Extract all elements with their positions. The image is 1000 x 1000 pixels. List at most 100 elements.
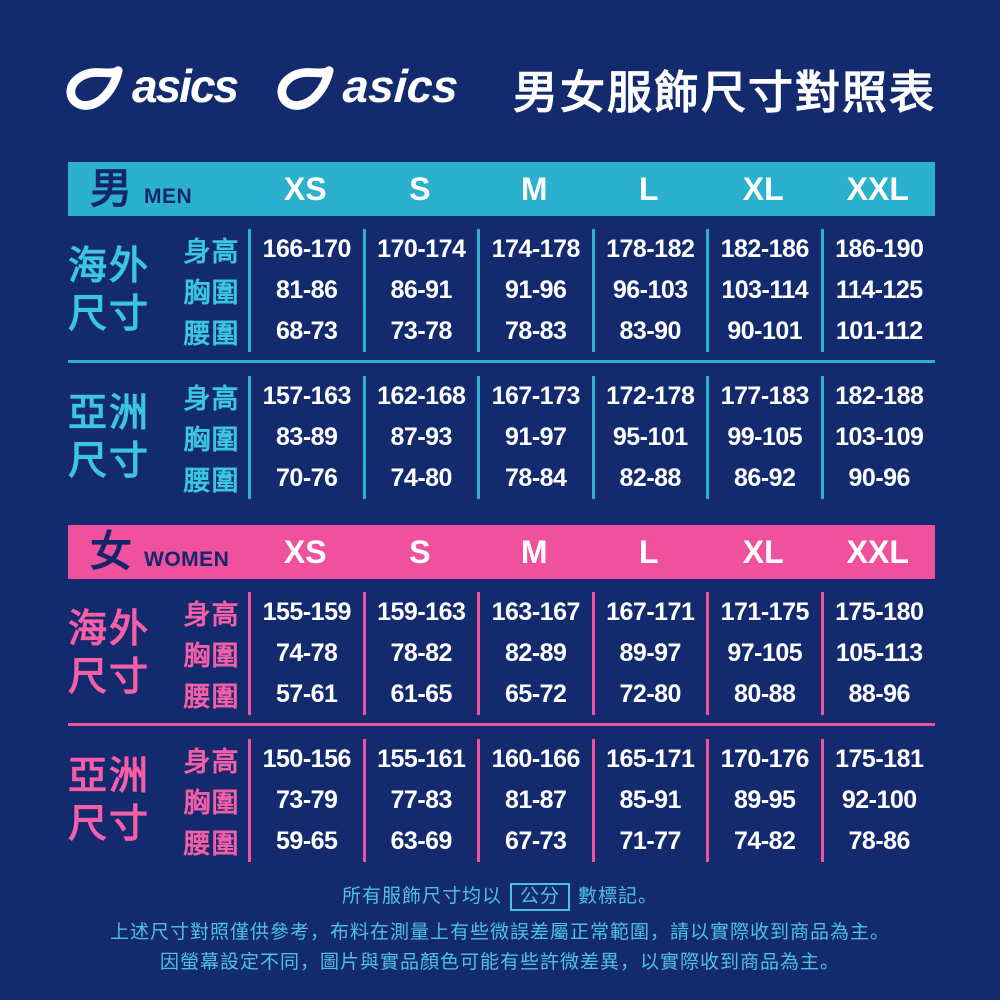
- size-header-xxl: XXL: [846, 533, 909, 570]
- size-value: 162-168: [362, 376, 478, 417]
- section-label-overseas: 海外 尺寸: [68, 229, 175, 352]
- size-value: 82-88: [591, 458, 707, 499]
- size-value: 92-100: [820, 780, 936, 821]
- size-value: 63-69: [362, 821, 478, 862]
- size-value: 88-96: [820, 674, 936, 715]
- size-value: 103-114: [706, 270, 821, 311]
- size-value: 74-78: [248, 633, 363, 674]
- size-header-s: S: [409, 533, 431, 570]
- size-section-asia: 亞洲 尺寸 身高 150-156 155-161 160-166 165-171 170-17…: [68, 739, 935, 862]
- size-header-xs: XS: [283, 170, 327, 207]
- footer-unit-prefix: 所有服飾尺寸均以: [341, 886, 502, 907]
- size-value: 70-76: [248, 458, 363, 499]
- size-value: 74-80: [362, 458, 478, 499]
- section-divider: [68, 360, 935, 363]
- size-value: 105-113: [820, 633, 936, 674]
- men-header-band: 男 MEN XS S M L XL XXL: [68, 162, 935, 216]
- measure-label: 腰圍: [183, 319, 240, 349]
- section-grid: 身高 150-156 155-161 160-166 165-171 170-176 175…: [175, 739, 935, 862]
- section-grid: 身高 157-163 162-168 167-173 172-178 177-183 182…: [175, 376, 935, 499]
- size-value: 61-65: [362, 674, 478, 715]
- size-value: 178-182: [591, 229, 707, 270]
- size-value: 91-97: [477, 417, 592, 458]
- section-label-line: 尺寸: [68, 802, 151, 846]
- size-value: 175-180: [820, 592, 936, 633]
- size-value: 182-188: [820, 376, 936, 417]
- size-value: 103-109: [820, 417, 936, 458]
- size-value: 83-89: [248, 417, 363, 458]
- size-section-overseas: 海外 尺寸 身高 155-159 159-163 163-167 167-171 171-17…: [68, 592, 935, 715]
- size-header-l: L: [638, 170, 659, 207]
- women-header-band: 女 WOMEN XS S M L XL XXL: [68, 525, 935, 579]
- gender-label: 男: [90, 165, 133, 212]
- size-value: 96-103: [591, 270, 707, 311]
- measure-label: 腰圍: [183, 829, 240, 859]
- section-label-line: 尺寸: [68, 292, 151, 336]
- size-value: 86-91: [362, 270, 478, 311]
- asics-wordmark-alt: asics: [341, 60, 461, 112]
- size-value: 90-101: [706, 311, 821, 352]
- size-section-overseas: 海外 尺寸 身高 166-170 170-174 174-178 178-182 182-18…: [68, 229, 935, 352]
- size-value: 177-183: [706, 376, 821, 417]
- size-value: 87-93: [362, 417, 478, 458]
- size-value: 167-173: [477, 376, 592, 417]
- size-value: 170-174: [362, 229, 478, 270]
- size-value: 97-105: [706, 633, 821, 674]
- size-value: 81-87: [477, 780, 592, 821]
- gender-label-en: WOMEN: [144, 548, 230, 571]
- measure-label: 胸圍: [183, 641, 240, 671]
- size-value: 82-89: [477, 633, 592, 674]
- section-label-overseas: 海外 尺寸: [68, 592, 175, 715]
- size-value: 80-88: [706, 674, 821, 715]
- size-header-m: M: [520, 170, 548, 207]
- footer-unit-note: 所有服飾尺寸均以 公分 數標記。: [0, 882, 1000, 912]
- size-value: 167-171: [591, 592, 707, 633]
- size-value: 89-97: [591, 633, 707, 674]
- size-value: 78-84: [477, 458, 592, 499]
- size-value: 86-92: [706, 458, 821, 499]
- size-value: 160-166: [477, 739, 592, 780]
- size-value: 65-72: [477, 674, 592, 715]
- size-value: 172-178: [591, 376, 707, 417]
- size-value: 155-159: [248, 592, 363, 633]
- asics-wordmark: asics: [132, 60, 239, 112]
- size-value: 59-65: [248, 821, 363, 862]
- section-divider: [68, 723, 935, 726]
- size-value: 77-83: [362, 780, 478, 821]
- size-value: 72-80: [591, 674, 707, 715]
- measure-label: 胸圍: [183, 278, 240, 308]
- gender-label-group: 男 MEN: [68, 168, 248, 210]
- men-size-table: 男 MEN XS S M L XL XXL 海外 尺寸 身高 166-170 170-174 174-17…: [68, 162, 935, 499]
- size-value: 101-112: [820, 311, 936, 352]
- gender-label: 女: [90, 528, 133, 575]
- measure-label: 身高: [183, 384, 240, 414]
- size-value: 165-171: [591, 739, 707, 780]
- size-value: 78-82: [362, 633, 478, 674]
- size-header-xl: XL: [742, 170, 784, 207]
- size-value: 73-79: [248, 780, 363, 821]
- logo-group: asics asics: [66, 60, 461, 112]
- measure-label: 身高: [183, 237, 240, 267]
- size-value: 67-73: [477, 821, 592, 862]
- size-value: 150-156: [248, 739, 363, 780]
- size-value: 73-78: [362, 311, 478, 352]
- measure-label: 腰圍: [183, 682, 240, 712]
- asics-spiral-icon: [277, 65, 335, 111]
- size-value: 91-96: [477, 270, 592, 311]
- size-value: 157-163: [248, 376, 363, 417]
- measure-label: 身高: [183, 600, 240, 630]
- size-value: 174-178: [477, 229, 592, 270]
- size-value: 71-77: [591, 821, 707, 862]
- section-label-line: 海外: [68, 607, 151, 651]
- size-value: 182-186: [706, 229, 821, 270]
- footer-notes: 所有服飾尺寸均以 公分 數標記。 上述尺寸對照僅供參考，布料在測量上有些微誤差屬正常…: [0, 882, 1000, 978]
- measure-label: 胸圍: [183, 425, 240, 455]
- size-header-l: L: [638, 533, 659, 570]
- asics-logo: asics: [66, 60, 239, 112]
- section-label-line: 亞洲: [68, 754, 151, 798]
- gender-label-en: MEN: [144, 185, 193, 208]
- size-value: 74-82: [706, 821, 821, 862]
- size-value: 99-105: [706, 417, 821, 458]
- unit-box: 公分: [509, 883, 570, 911]
